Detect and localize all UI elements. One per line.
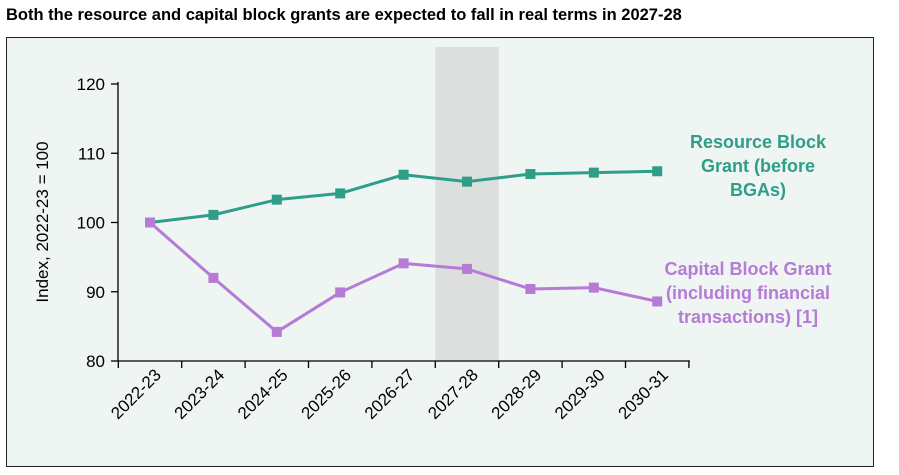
series-1-point <box>398 169 409 180</box>
y-tick-label: 120 <box>77 75 105 94</box>
series-1-point <box>208 209 219 220</box>
series-1-point <box>652 166 663 177</box>
y-tick-label: 90 <box>86 283 105 302</box>
series-2-point <box>652 296 663 307</box>
series-1-point <box>525 169 536 180</box>
x-tick-label: 2022-23 <box>107 365 165 423</box>
x-tick-label: 2030-31 <box>614 365 672 423</box>
series-line-2 <box>149 221 658 334</box>
series-1-label-line: Resource Block <box>690 132 827 152</box>
series-2-point <box>525 283 536 294</box>
y-tick-label: 110 <box>78 144 105 163</box>
series-2-point <box>398 258 409 269</box>
series-1-label-line: BGAs) <box>730 180 786 200</box>
y-axis-title: Index, 2022-23 = 100 <box>33 141 52 302</box>
x-tick-label: 2027-28 <box>424 365 482 423</box>
series-2-point <box>271 326 282 337</box>
series-1-point <box>271 194 282 205</box>
x-tick-label: 2026-27 <box>361 365 419 423</box>
series-2-point <box>145 217 155 228</box>
highlight-band <box>435 47 499 361</box>
y-tick-label: 80 <box>86 352 105 371</box>
x-tick-label: 2028-29 <box>488 365 546 423</box>
series-2-point <box>462 263 472 274</box>
x-tick-label: 2023-24 <box>171 365 229 423</box>
series-2-point <box>588 282 599 293</box>
x-tick-label: 2029-30 <box>551 365 609 423</box>
series-2-label-line: (including financial <box>666 283 830 303</box>
series-2-point <box>335 287 346 298</box>
series-2-label-line: transactions) [1] <box>678 307 818 327</box>
series-2-label-line: Capital Block Grant <box>664 259 831 279</box>
series-1-point <box>588 167 599 178</box>
y-tick-label: 100 <box>77 214 105 233</box>
x-tick-label: 2024-25 <box>234 365 292 423</box>
x-tick-label: 2025-26 <box>297 365 355 423</box>
series-1-label-line: Grant (before <box>701 156 815 176</box>
series-2-point <box>208 272 219 283</box>
series-1-point <box>462 176 472 187</box>
chart-title: Both the resource and capital block gran… <box>6 6 682 24</box>
series-1-point <box>335 188 346 199</box>
